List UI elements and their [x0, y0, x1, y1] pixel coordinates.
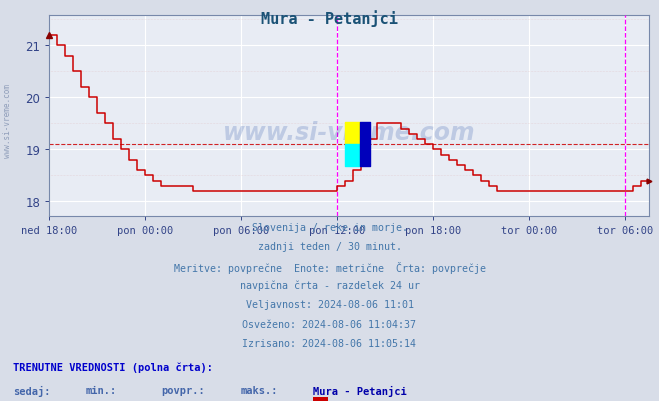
- Text: Osveženo: 2024-08-06 11:04:37: Osveženo: 2024-08-06 11:04:37: [243, 319, 416, 329]
- Text: navpična črta - razdelek 24 ur: navpična črta - razdelek 24 ur: [239, 280, 420, 291]
- Text: www.si-vreme.com: www.si-vreme.com: [3, 83, 13, 157]
- Text: Veljavnost: 2024-08-06 11:01: Veljavnost: 2024-08-06 11:01: [246, 300, 413, 310]
- Text: povpr.:: povpr.:: [161, 385, 205, 395]
- Text: sedaj:: sedaj:: [13, 385, 51, 395]
- Text: maks.:: maks.:: [241, 385, 278, 395]
- Text: TRENUTNE VREDNOSTI (polna črta):: TRENUTNE VREDNOSTI (polna črta):: [13, 361, 213, 372]
- Text: zadnji teden / 30 minut.: zadnji teden / 30 minut.: [258, 242, 401, 252]
- Text: www.si-vreme.com: www.si-vreme.com: [223, 120, 476, 144]
- Text: Meritve: povprečne  Enote: metrične  Črta: povprečje: Meritve: povprečne Enote: metrične Črta:…: [173, 261, 486, 273]
- Text: Slovenija / reke in morje.: Slovenija / reke in morje.: [252, 223, 407, 233]
- Text: min.:: min.:: [86, 385, 117, 395]
- Text: Mura - Petanjci: Mura - Petanjci: [261, 10, 398, 27]
- Text: Mura - Petanjci: Mura - Petanjci: [313, 385, 407, 395]
- Text: Izrisano: 2024-08-06 11:05:14: Izrisano: 2024-08-06 11:05:14: [243, 338, 416, 348]
